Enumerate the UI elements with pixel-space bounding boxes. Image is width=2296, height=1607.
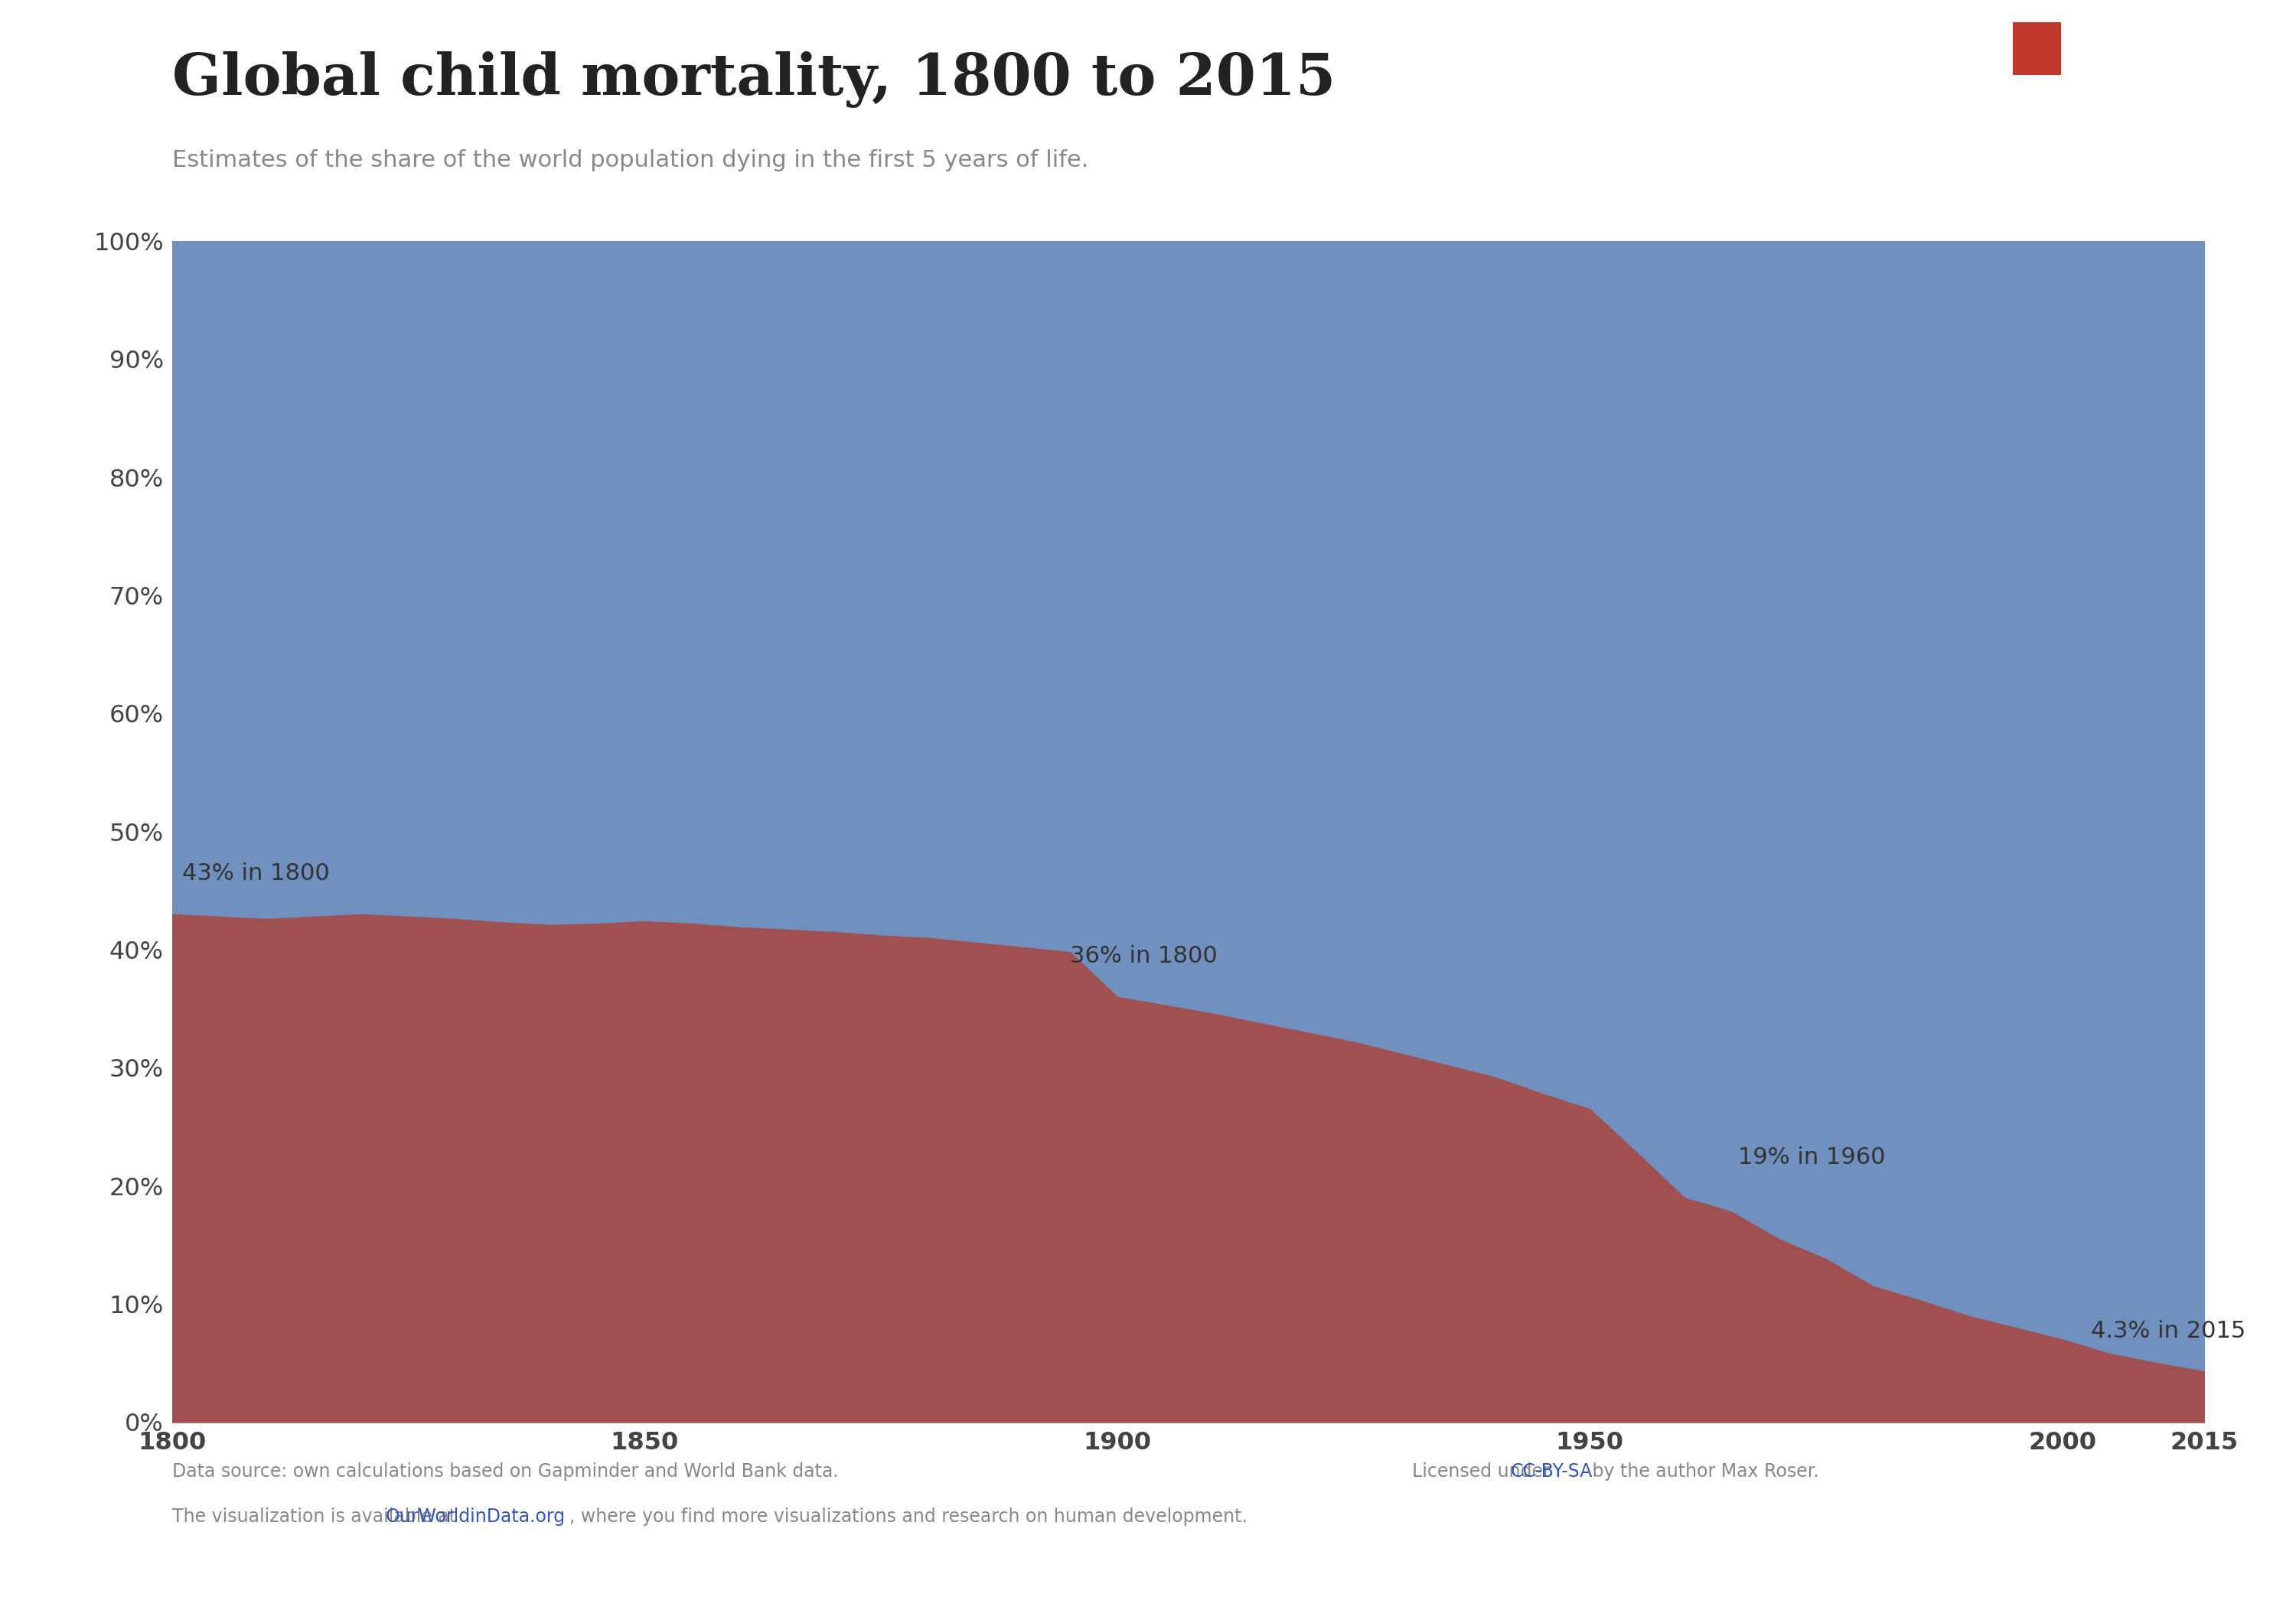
Text: 4.3% in 2015: 4.3% in 2015 xyxy=(2092,1319,2245,1342)
Text: Global child mortality, 1800 to 2015: Global child mortality, 1800 to 2015 xyxy=(172,51,1336,108)
Text: Licensed under: Licensed under xyxy=(1412,1462,1557,1480)
Text: 19% in 1960: 19% in 1960 xyxy=(1738,1146,1885,1168)
Text: 43% in 1800: 43% in 1800 xyxy=(181,863,331,885)
Bar xyxy=(2014,22,2062,76)
Text: by the author Max Roser.: by the author Max Roser. xyxy=(1587,1462,1818,1480)
Text: , where you find more visualizations and research on human development.: , where you find more visualizations and… xyxy=(569,1507,1247,1525)
Text: The visualization is available at: The visualization is available at xyxy=(172,1507,461,1525)
Text: CC-BY-SA: CC-BY-SA xyxy=(1511,1462,1593,1480)
Text: in Data: in Data xyxy=(2078,104,2156,122)
Text: OurWorldinData.org: OurWorldinData.org xyxy=(386,1507,565,1525)
Text: Our World: Our World xyxy=(2064,42,2172,59)
Text: 36% in 1800: 36% in 1800 xyxy=(1070,945,1217,967)
Text: Estimates of the share of the world population dying in the first 5 years of lif: Estimates of the share of the world popu… xyxy=(172,149,1088,172)
Text: Data source: own calculations based on Gapminder and World Bank data.: Data source: own calculations based on G… xyxy=(172,1462,838,1480)
